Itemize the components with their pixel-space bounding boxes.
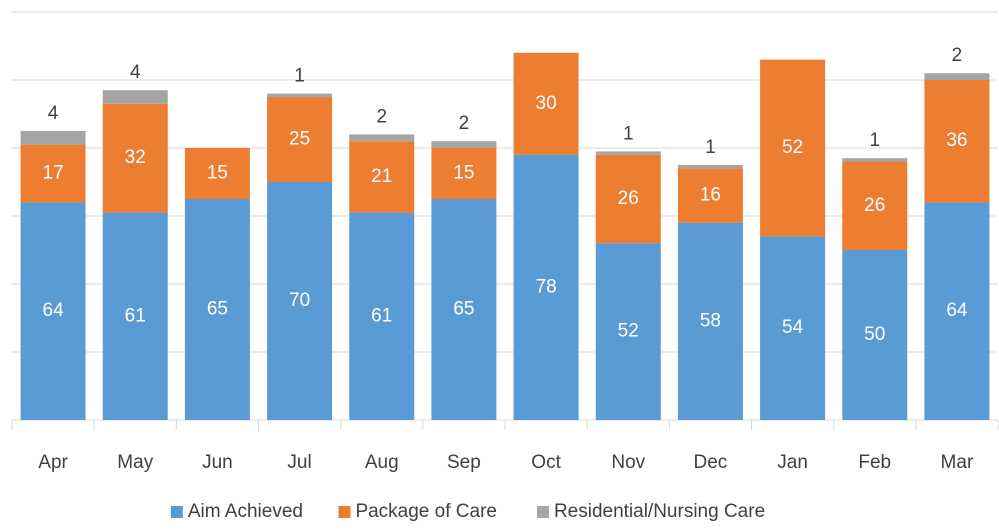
- data-label: 25: [289, 129, 310, 150]
- data-label: 64: [43, 300, 65, 321]
- bar-segment: [760, 59, 826, 237]
- bar-segment: [20, 202, 86, 420]
- data-label: 1: [623, 123, 634, 144]
- data-label: 61: [125, 305, 146, 326]
- legend-label: Aim Achieved: [188, 501, 303, 522]
- data-label: 2: [952, 45, 963, 66]
- x-tick-label: Mar: [941, 452, 974, 473]
- x-tick-label: Nov: [611, 452, 645, 473]
- data-label: 50: [864, 324, 885, 345]
- data-label: 26: [864, 195, 885, 216]
- legend-swatch: [536, 506, 549, 518]
- bar-segment: [431, 148, 497, 199]
- data-label: 17: [43, 163, 64, 184]
- data-label: 2: [459, 113, 470, 134]
- bar-segment: [677, 168, 743, 223]
- data-label: 21: [371, 166, 392, 187]
- bar-segment: [267, 97, 333, 182]
- bar-segment: [349, 141, 415, 213]
- bar-segment: [184, 148, 250, 199]
- data-label: 65: [207, 299, 228, 320]
- bar-segment: [595, 243, 661, 420]
- data-label: 15: [207, 163, 228, 184]
- bar-segment: [102, 90, 168, 104]
- legend-label: Residential/Nursing Care: [554, 501, 765, 522]
- bar-segment: [924, 202, 990, 420]
- data-label: 32: [125, 147, 146, 168]
- bar-segment: [595, 151, 661, 155]
- data-label: 58: [700, 310, 721, 331]
- legend-swatch: [338, 506, 351, 518]
- bar-segment: [431, 199, 497, 420]
- x-tick-label: Jul: [287, 452, 311, 473]
- data-label: 54: [782, 317, 804, 338]
- bar-segment: [431, 141, 497, 148]
- bar-segment: [760, 236, 826, 420]
- data-label: 61: [371, 305, 392, 326]
- data-label: 26: [618, 188, 639, 209]
- data-label: 65: [453, 299, 474, 320]
- bar-segment: [102, 212, 168, 420]
- bar-segment: [842, 158, 908, 162]
- bar-segment: [349, 212, 415, 420]
- x-tick-label: Dec: [694, 452, 728, 473]
- data-label: 1: [294, 66, 305, 87]
- bar-segment: [267, 182, 333, 420]
- bar-segment: [267, 93, 333, 97]
- data-label: 15: [453, 163, 474, 184]
- bar-segment: [924, 73, 990, 80]
- bar-segment: [842, 161, 908, 250]
- bar-segment: [842, 250, 908, 420]
- data-label: 4: [48, 103, 59, 124]
- x-tick-label: May: [117, 452, 153, 473]
- data-label: 36: [946, 130, 967, 151]
- bar-segment: [677, 165, 743, 169]
- data-label: 1: [869, 130, 880, 151]
- bar-segment: [20, 131, 86, 145]
- data-label: 4: [130, 62, 141, 83]
- data-label: 2: [376, 106, 387, 127]
- x-tick-label: Aug: [365, 452, 399, 473]
- data-label: 1: [705, 137, 716, 158]
- legend-swatch: [170, 506, 183, 518]
- x-tick-label: Jan: [777, 452, 808, 473]
- x-tick-label: Feb: [858, 452, 891, 473]
- bar-segment: [184, 199, 250, 420]
- bar-segment: [20, 144, 86, 203]
- bar-segment: [349, 134, 415, 142]
- data-label: 70: [289, 290, 310, 311]
- data-label: 78: [536, 276, 557, 297]
- x-tick-label: Sep: [447, 452, 481, 473]
- data-label: 52: [782, 137, 803, 158]
- bar-segment: [513, 52, 579, 155]
- bar-segment: [513, 154, 579, 421]
- data-label: 64: [946, 300, 968, 321]
- data-label: 30: [536, 93, 557, 114]
- bar-segment: [102, 103, 168, 213]
- data-label: 52: [618, 321, 639, 342]
- bar-segment: [677, 222, 743, 420]
- legend-label: Package of Care: [355, 501, 497, 522]
- x-tick-label: Jun: [202, 452, 233, 473]
- data-label: 16: [700, 185, 721, 206]
- bar-segment: [924, 80, 990, 203]
- x-tick-label: Oct: [531, 452, 561, 473]
- x-tick-label: Apr: [38, 452, 68, 473]
- bar-segment: [595, 154, 661, 244]
